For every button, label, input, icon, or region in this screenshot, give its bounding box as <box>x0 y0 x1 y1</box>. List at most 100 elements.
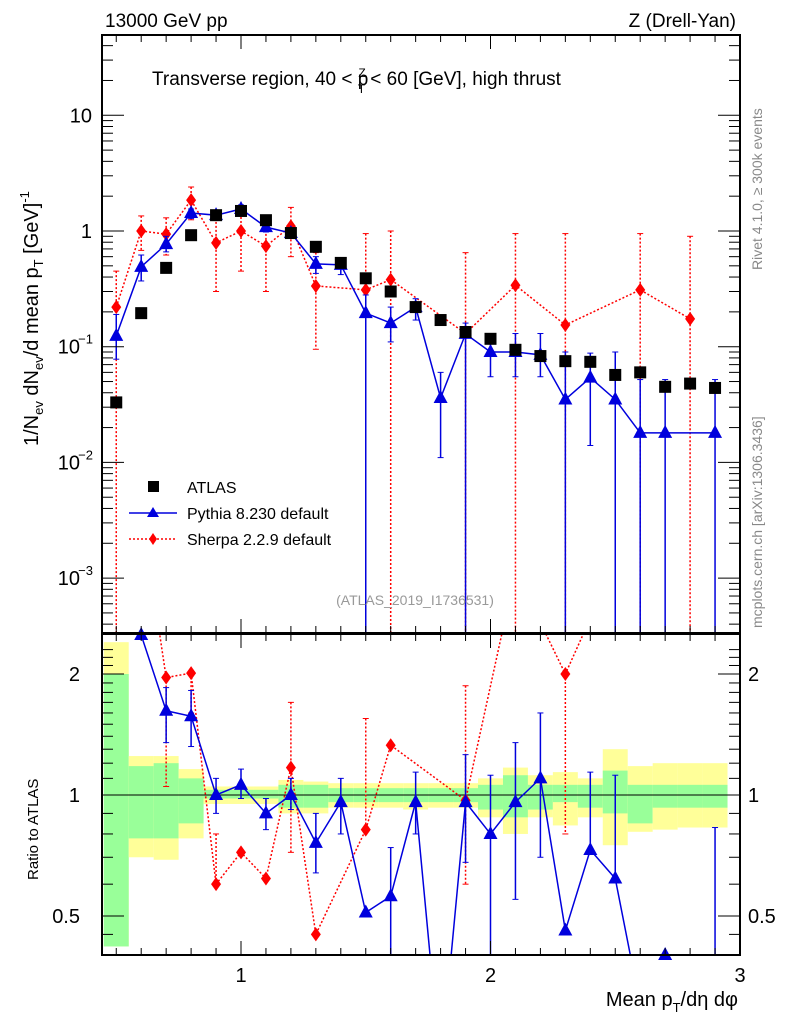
sherpa-point <box>136 224 147 238</box>
pythia-point <box>358 904 373 918</box>
atlas-data-point <box>609 368 622 381</box>
pythia-point <box>633 424 648 438</box>
ylabel-part: 1/N <box>21 415 43 446</box>
y-tick-label: 10 <box>58 452 80 474</box>
pythia-point <box>708 424 723 438</box>
pythia-point <box>383 315 398 329</box>
ratio-y-tick-label: 1 <box>69 785 80 807</box>
stat-uncertainty-band <box>303 784 329 808</box>
main-y-axis-label: 1/Nev dNev/d mean pT [GeV]-1 <box>17 191 46 446</box>
pythia-point <box>333 794 348 808</box>
sherpa-point <box>560 318 571 333</box>
y-tick-label: 1 <box>81 221 92 243</box>
atlas-data-point <box>559 355 572 368</box>
pythia-point <box>608 870 623 884</box>
sherpa-point <box>236 224 246 238</box>
y-tick-exponent: −1 <box>78 332 93 347</box>
legend-sherpa-marker <box>149 533 157 545</box>
pythia-point <box>283 787 298 800</box>
sherpa-point <box>310 927 321 942</box>
pythia-point <box>558 391 573 405</box>
y-tick-exponent: −3 <box>78 563 93 578</box>
sherpa-point <box>285 760 296 775</box>
pythia-point <box>383 888 398 902</box>
pythia-point <box>458 794 473 808</box>
analysis-reference: (ATLAS_2019_I1736531) <box>336 592 494 608</box>
ratio-y-tick-label-right: 1 <box>748 785 759 807</box>
pythia-point <box>184 205 199 219</box>
stat-uncertainty-band <box>627 784 653 824</box>
legend-atlas-marker <box>148 481 159 492</box>
stat-uncertainty-band <box>153 763 179 839</box>
pythia-point <box>608 391 623 405</box>
y-tick-label: 10 <box>70 105 92 127</box>
sherpa-point <box>161 670 172 685</box>
plot-title-sub: T <box>358 82 366 96</box>
atlas-data-point <box>684 377 697 390</box>
atlas-data-point <box>409 301 422 314</box>
ylabel-sub: ev <box>31 356 46 370</box>
rivet-label: Rivet 4.1.0, ≥ 300k events <box>749 108 765 270</box>
sherpa-point <box>211 877 222 892</box>
pythia-point <box>234 776 248 790</box>
pythia-point <box>408 794 423 808</box>
ratio-y-tick-label-right: 2 <box>748 664 759 686</box>
x-tick-label: 1 <box>235 965 246 987</box>
sherpa-point <box>111 300 122 315</box>
sherpa-point <box>560 667 571 681</box>
stat-uncertainty-band <box>128 766 154 839</box>
pythia-point <box>134 258 149 272</box>
sherpa-point <box>360 822 371 837</box>
pythia-point <box>184 708 199 722</box>
atlas-data-point <box>484 332 497 345</box>
pythia-point <box>258 805 273 819</box>
ratio-uncertainty-bands <box>102 642 740 947</box>
ratio-y-axis-label: Ratio to ATLAS <box>25 779 42 880</box>
plot-title-sup: Z <box>358 66 365 80</box>
ylabel-sub: ev <box>31 401 46 415</box>
pythia-point <box>308 255 323 269</box>
pythia-point <box>209 787 224 800</box>
atlas-data-point <box>659 380 672 393</box>
plot-title: Transverse region, 40 < pZ T < 60 [GeV], … <box>152 66 562 96</box>
atlas-data-point <box>334 256 347 269</box>
mcplots-label: mcplots.cern.ch [arXiv:1306.3436] <box>749 416 765 628</box>
legend-sherpa-label: Sherpa 2.2.9 default <box>187 532 332 549</box>
atlas-data-point <box>259 214 272 227</box>
atlas-data-point <box>309 240 322 253</box>
atlas-data-point <box>384 285 397 298</box>
sherpa-point <box>186 666 197 681</box>
sherpa-point <box>260 239 271 254</box>
stat-uncertainty-band <box>702 784 728 808</box>
sherpa-point <box>310 278 321 293</box>
ylabel-part: [GeV] <box>21 203 43 260</box>
ylabel-sup: -1 <box>17 191 32 203</box>
sherpa-point <box>635 282 646 297</box>
atlas-data-point <box>634 366 647 379</box>
atlas-data-point <box>434 314 447 327</box>
legend: ATLAS Pythia 8.230 default Sherpa 2.2.9 … <box>129 480 332 549</box>
ylabel-sub: T <box>31 259 46 267</box>
sherpa-point <box>211 235 222 250</box>
pythia-point <box>533 770 548 784</box>
sherpa-point <box>161 227 172 242</box>
atlas-data-point <box>359 272 372 285</box>
stat-uncertainty-band <box>677 784 703 808</box>
pythia-point <box>508 794 523 808</box>
ylabel-part: /d mean p <box>21 267 43 356</box>
header-right: Z (Drell-Yan) <box>629 11 736 32</box>
x-tick-label: 3 <box>734 965 745 987</box>
pythia-point <box>433 390 448 404</box>
x-axis-label: Mean pT/dη dφ <box>606 989 738 1015</box>
sherpa-point <box>260 871 271 886</box>
atlas-data-point <box>709 381 722 394</box>
ratio-y-tick-label: 0.5 <box>52 906 80 928</box>
plot-title-pre: Transverse region, 40 < p <box>152 69 368 90</box>
sherpa-point <box>385 738 396 753</box>
atlas-data-point <box>185 229 198 242</box>
ratio-y-tick-label-right: 0.5 <box>748 906 776 928</box>
y-tick-label: 10 <box>58 337 80 359</box>
main-series-line <box>115 208 716 434</box>
main-panel-marks <box>109 186 723 633</box>
